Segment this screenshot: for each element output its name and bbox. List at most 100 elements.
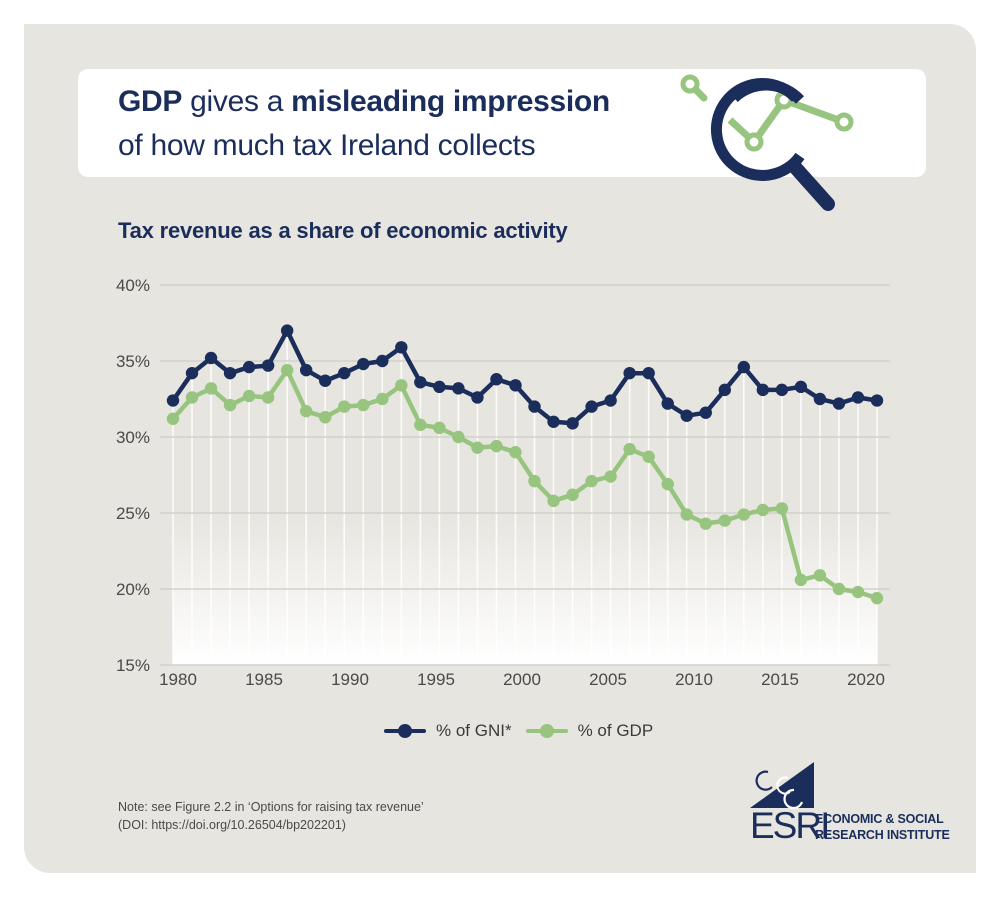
y-tick-label: 25% bbox=[116, 504, 150, 523]
data-point bbox=[433, 421, 446, 435]
data-point bbox=[604, 470, 617, 483]
data-point bbox=[204, 382, 218, 395]
magnifier-glass bbox=[710, 77, 835, 211]
title-part: GDP bbox=[118, 85, 183, 118]
note-line-1: Note: see Figure 2.2 in ‘Options for rai… bbox=[118, 800, 424, 814]
x-tick-label: 2020 bbox=[847, 670, 885, 689]
legend-item: % of GDP bbox=[525, 721, 654, 741]
chart-title: Tax revenue as a share of economic activ… bbox=[118, 218, 568, 243]
trend-line-graphic bbox=[680, 74, 854, 152]
data-point bbox=[794, 380, 808, 394]
data-point bbox=[737, 360, 751, 374]
legend-swatch-icon bbox=[384, 724, 426, 738]
legend-label: % of GDP bbox=[577, 721, 654, 740]
data-point bbox=[509, 379, 522, 392]
data-point bbox=[566, 488, 579, 501]
data-point bbox=[718, 383, 731, 397]
x-tick-label: 1980 bbox=[159, 670, 197, 689]
data-point bbox=[223, 366, 237, 380]
logo-line-2: RESEARCH INSTITUTE bbox=[815, 828, 950, 842]
data-point bbox=[166, 412, 180, 425]
data-point bbox=[395, 341, 408, 354]
chart-legend: % of GNI* % of GDP bbox=[384, 718, 653, 744]
data-point bbox=[452, 382, 465, 395]
data-point bbox=[642, 450, 655, 463]
data-point bbox=[623, 442, 636, 456]
data-point bbox=[185, 391, 199, 404]
series-gni bbox=[166, 324, 884, 430]
source-note: Note: see Figure 2.2 in ‘Options for rai… bbox=[118, 798, 424, 834]
data-point bbox=[832, 397, 846, 410]
logo-line-1: ECONOMIC & SOCIAL bbox=[815, 812, 944, 826]
data-point bbox=[775, 383, 789, 397]
data-point bbox=[604, 394, 617, 407]
legend-swatch-icon bbox=[525, 724, 568, 738]
data-point bbox=[166, 394, 180, 407]
data-point bbox=[204, 351, 218, 365]
data-point bbox=[261, 359, 275, 372]
y-tick-label: 40% bbox=[116, 276, 150, 295]
data-point bbox=[870, 394, 884, 407]
data-point bbox=[319, 411, 332, 424]
data-point bbox=[414, 376, 427, 389]
data-point bbox=[357, 398, 370, 412]
legend-label: % of GNI* bbox=[436, 721, 512, 740]
data-point bbox=[585, 474, 598, 488]
data-point bbox=[680, 508, 693, 521]
data-point bbox=[223, 398, 237, 412]
x-tick-label: 2000 bbox=[503, 670, 541, 689]
data-point bbox=[242, 360, 256, 374]
data-point bbox=[756, 383, 770, 397]
title-part: misleading impression bbox=[291, 85, 610, 118]
note-line-2: (DOI: https://doi.org/10.26504/bp202201) bbox=[118, 818, 346, 832]
x-tick-label: 2015 bbox=[761, 670, 799, 689]
page-title: GDP gives a misleading impression of how … bbox=[118, 80, 610, 168]
x-tick-label: 2010 bbox=[675, 670, 713, 689]
data-point bbox=[490, 373, 503, 386]
series-line bbox=[171, 328, 878, 426]
title-part: of how much tax Ireland collects bbox=[118, 129, 536, 162]
y-tick-label: 35% bbox=[116, 352, 150, 371]
logo-name: ECONOMIC & SOCIAL RESEARCH INSTITUTE bbox=[815, 811, 950, 843]
x-tick-label: 1990 bbox=[331, 670, 369, 689]
data-point bbox=[414, 418, 427, 432]
data-point bbox=[280, 363, 294, 377]
data-point bbox=[395, 379, 408, 392]
data-point bbox=[851, 585, 865, 599]
data-point bbox=[319, 374, 332, 387]
data-point bbox=[756, 503, 770, 517]
data-point bbox=[832, 582, 846, 596]
data-point bbox=[376, 392, 389, 406]
esri-logo-icon bbox=[750, 762, 814, 810]
data-point bbox=[566, 417, 579, 430]
data-point bbox=[870, 591, 884, 605]
y-tick-label: 30% bbox=[116, 428, 150, 447]
data-point bbox=[338, 400, 351, 413]
data-point bbox=[471, 391, 484, 404]
title-part: gives a bbox=[182, 85, 292, 118]
data-point bbox=[261, 391, 275, 404]
data-point bbox=[528, 474, 541, 488]
x-tick-label: 1985 bbox=[245, 670, 283, 689]
data-point bbox=[661, 477, 674, 491]
data-point bbox=[509, 446, 522, 459]
data-point bbox=[661, 397, 674, 410]
data-point bbox=[680, 409, 693, 422]
data-point bbox=[851, 391, 865, 404]
y-tick-label: 20% bbox=[116, 580, 150, 599]
legend-item: % of GNI* bbox=[384, 721, 512, 741]
data-point bbox=[813, 392, 827, 406]
data-point bbox=[547, 415, 560, 428]
data-point bbox=[490, 439, 503, 453]
series-gdp bbox=[166, 363, 884, 605]
data-point bbox=[794, 573, 808, 587]
x-tick-label: 2005 bbox=[589, 670, 627, 689]
data-point bbox=[813, 569, 827, 582]
data-point bbox=[433, 380, 446, 394]
data-point bbox=[718, 514, 731, 527]
data-point bbox=[280, 324, 294, 337]
y-tick-label: 15% bbox=[116, 656, 150, 675]
magnifier-chart-icon bbox=[680, 74, 854, 211]
data-point bbox=[357, 357, 370, 371]
